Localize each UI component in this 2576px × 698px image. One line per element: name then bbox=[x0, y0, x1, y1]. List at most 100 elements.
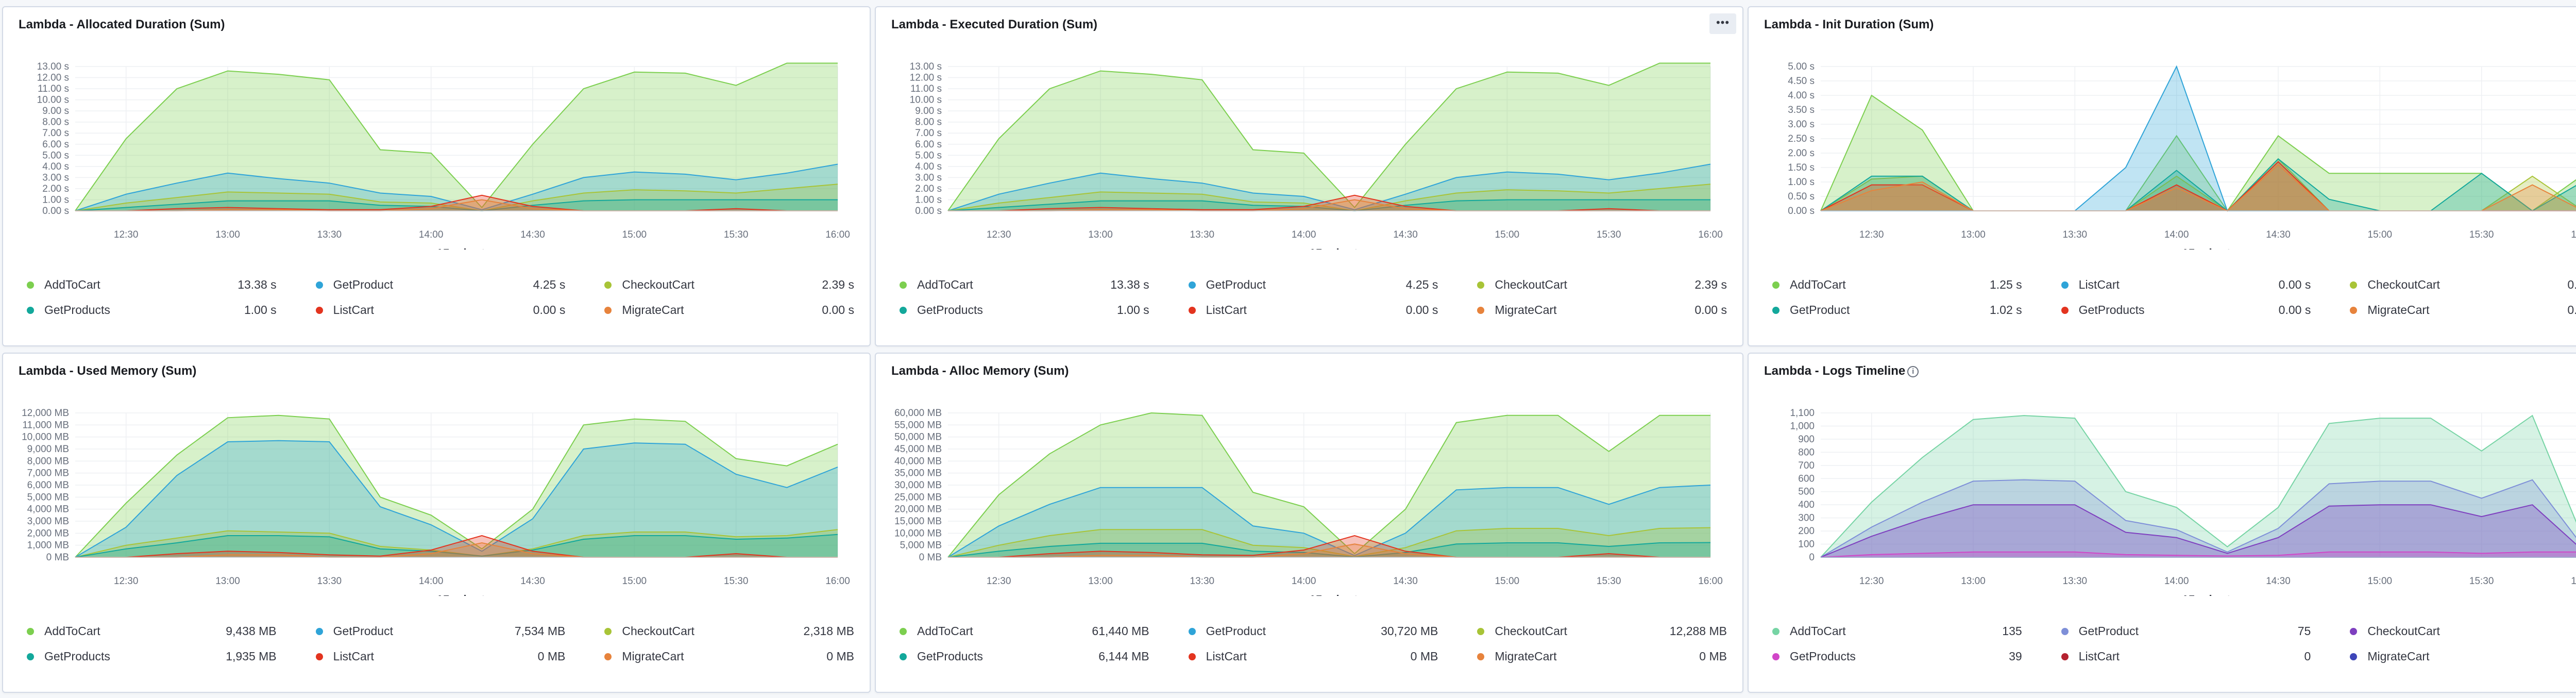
legend-item-addtocart[interactable]: AddToCart 1.25 s bbox=[1764, 278, 2022, 292]
legend-item-addtocart[interactable]: AddToCart 61,440 MB bbox=[891, 624, 1149, 638]
legend-item-addtocart[interactable]: AddToCart 13.38 s bbox=[19, 278, 277, 292]
panel-options-button[interactable]: ••• bbox=[1709, 13, 1736, 34]
legend-item-getproducts[interactable]: GetProducts 1,935 MB bbox=[19, 650, 277, 663]
legend-item-addtocart[interactable]: AddToCart 9,438 MB bbox=[19, 624, 277, 638]
series-area-getproduct[interactable] bbox=[948, 164, 1710, 211]
legend-item-getproduct[interactable]: GetProduct 4.25 s bbox=[1180, 278, 1438, 292]
legend-item-listcart[interactable]: ListCart 0.00 s bbox=[2053, 278, 2311, 292]
legend-item-addtocart[interactable]: AddToCart 13.38 s bbox=[891, 278, 1149, 292]
area-chart[interactable]: 0.00 s1.00 s2.00 s3.00 s4.00 s5.00 s6.00… bbox=[876, 7, 1743, 250]
series-area-addtocart[interactable] bbox=[1821, 416, 2576, 557]
legend-item-checkoutcart[interactable]: CheckoutCart 12,288 MB bbox=[1469, 624, 1727, 638]
y-tick-label: 100 bbox=[1798, 539, 1815, 550]
legend-item-getproduct[interactable]: GetProduct 75 bbox=[2053, 624, 2311, 638]
legend-item-migratecart[interactable]: MigrateCart 0 MB bbox=[596, 650, 854, 663]
legend-item-migratecart[interactable]: MigrateCart 0.00 s bbox=[1469, 303, 1727, 317]
y-tick-label: 1,000 MB bbox=[27, 540, 69, 551]
series-area-getproducts[interactable] bbox=[1821, 552, 2576, 557]
legend-item-migratecart[interactable]: MigrateCart 0.00 s bbox=[596, 303, 854, 317]
legend-item-listcart[interactable]: ListCart 0 bbox=[2053, 650, 2311, 663]
series-area-addtocart[interactable] bbox=[75, 63, 838, 211]
series-area-checkoutcart[interactable] bbox=[1821, 159, 2576, 211]
legend-item-checkoutcart[interactable]: CheckoutCart 2,318 MB bbox=[596, 624, 854, 638]
legend-item-checkoutcart[interactable]: CheckoutCart 2.39 s bbox=[596, 278, 854, 292]
series-area-checkoutcart[interactable] bbox=[75, 529, 838, 557]
x-tick-label: 13:30 bbox=[2063, 229, 2088, 240]
legend-value: 7,534 MB bbox=[514, 624, 566, 638]
series-area-addtocart[interactable] bbox=[75, 415, 838, 557]
legend-item-getproduct[interactable]: GetProduct 30,720 MB bbox=[1180, 624, 1438, 638]
series-area-listcart[interactable] bbox=[75, 195, 838, 211]
legend-item-getproduct[interactable]: GetProduct 1.02 s bbox=[1764, 303, 2022, 317]
legend-item-getproducts[interactable]: GetProducts 6,144 MB bbox=[891, 650, 1149, 663]
series-area-addtocart[interactable] bbox=[1821, 95, 2576, 211]
legend-item-getproduct[interactable]: GetProduct 7,534 MB bbox=[308, 624, 566, 638]
series-area-checkoutcart[interactable] bbox=[948, 184, 1710, 211]
series-area-migratecart[interactable] bbox=[75, 543, 838, 557]
series-area-getproducts[interactable] bbox=[1821, 161, 2576, 211]
series-area-listcart[interactable] bbox=[948, 536, 1710, 557]
legend-item-getproduct[interactable]: GetProduct 4.25 s bbox=[308, 278, 565, 292]
y-tick-label: 4.00 s bbox=[42, 161, 69, 172]
series-area-migratecart[interactable] bbox=[1821, 164, 2576, 211]
legend-value: 1.25 s bbox=[1990, 278, 2022, 291]
series-area-listcart[interactable] bbox=[75, 536, 838, 557]
legend-label: AddToCart bbox=[917, 624, 973, 638]
legend-item-listcart[interactable]: ListCart 0 MB bbox=[1180, 650, 1438, 663]
legend-item-getproducts[interactable]: GetProducts 39 bbox=[1764, 650, 2022, 663]
y-tick-label: 0 bbox=[1809, 552, 1815, 563]
legend-item-migratecart[interactable]: MigrateCart 0.00 s bbox=[2342, 303, 2576, 317]
legend-item-checkoutcart[interactable]: CheckoutCart51 bbox=[2342, 624, 2576, 638]
x-tick-label: 15:30 bbox=[2469, 576, 2494, 587]
legend-color-dot-icon bbox=[315, 281, 323, 289]
legend-item-listcart[interactable]: ListCart 0 MB bbox=[308, 650, 565, 663]
info-icon[interactable]: i bbox=[1907, 365, 1919, 377]
series-area-addtocart[interactable] bbox=[948, 63, 1710, 211]
legend-item-getproducts[interactable]: GetProducts 0.00 s bbox=[2053, 303, 2311, 317]
y-tick-label: 0 MB bbox=[46, 552, 69, 563]
series-area-migratecart[interactable] bbox=[948, 544, 1710, 557]
legend-label: ListCart bbox=[2078, 650, 2120, 663]
series-area-listcart[interactable] bbox=[1821, 67, 2576, 211]
series-area-checkoutcart[interactable] bbox=[948, 527, 1710, 557]
series-area-getproduct[interactable] bbox=[75, 164, 838, 211]
legend-item-addtocart[interactable]: AddToCart 135 bbox=[1764, 624, 2022, 638]
area-chart[interactable]: 0 MB1,000 MB2,000 MB3,000 MB4,000 MB5,00… bbox=[3, 354, 871, 596]
legend-color-dot-icon bbox=[900, 627, 907, 635]
series-area-getproduct[interactable] bbox=[1821, 479, 2576, 557]
series-area-getproduct[interactable] bbox=[75, 440, 838, 557]
legend-value: 0.00 s bbox=[2278, 278, 2311, 291]
y-tick-label: 2.00 s bbox=[1788, 148, 1815, 159]
legend-item-listcart[interactable]: ListCart 0.00 s bbox=[1180, 303, 1438, 317]
series-area-checkoutcart[interactable] bbox=[1821, 505, 2576, 557]
x-tick-label: 13:30 bbox=[1190, 576, 1215, 587]
panel-allocated-duration: Lambda - Allocated Duration (Sum) 0.00 s… bbox=[2, 6, 871, 346]
y-tick-label: 2.50 s bbox=[1788, 134, 1815, 144]
area-chart[interactable]: 0.00 s 0.50 s 1.00 s 1.50 s 2.00 s 2.50 s 3.00… bbox=[1749, 7, 2576, 250]
series-area-migratecart[interactable] bbox=[75, 200, 838, 211]
series-area-listcart[interactable] bbox=[948, 195, 1710, 211]
series-area-addtocart[interactable] bbox=[948, 413, 1710, 557]
area-chart[interactable]: 0 100 200 300 400 500 600 700 800 900 1,000 1,100 12… bbox=[1749, 354, 2576, 596]
legend-item-checkoutcart[interactable]: CheckoutCart 0.00 s bbox=[2342, 278, 2576, 292]
series-area-getproduct[interactable] bbox=[948, 485, 1710, 557]
y-tick-label: 35,000 MB bbox=[894, 468, 942, 479]
x-tick-label: 15:30 bbox=[1597, 576, 1621, 587]
series-area-migratecart[interactable] bbox=[948, 200, 1710, 211]
series-area-getproducts[interactable] bbox=[75, 534, 838, 557]
series-area-getproducts[interactable] bbox=[948, 542, 1710, 558]
legend-item-listcart[interactable]: ListCart 0.00 s bbox=[308, 303, 565, 317]
legend-item-getproducts[interactable]: GetProducts 1.00 s bbox=[19, 303, 277, 317]
legend-item-checkoutcart[interactable]: CheckoutCart 2.39 s bbox=[1469, 278, 1727, 292]
legend-item-migratecart[interactable]: MigrateCart 0 MB bbox=[1469, 650, 1727, 663]
y-tick-label: 1,100 bbox=[1790, 408, 1815, 419]
area-chart[interactable]: 0.00 s1.00 s2.00 s3.00 s4.00 s5.00 s6.00… bbox=[3, 7, 871, 250]
legend-item-getproducts[interactable]: GetProducts 1.00 s bbox=[891, 303, 1149, 317]
series-area-checkoutcart[interactable] bbox=[75, 184, 838, 211]
series-area-getproduct[interactable] bbox=[1821, 159, 2576, 211]
y-tick-label: 9,000 MB bbox=[27, 444, 69, 455]
series-line-getproduct bbox=[75, 163, 838, 211]
y-tick-label: 900 bbox=[1798, 434, 1815, 445]
